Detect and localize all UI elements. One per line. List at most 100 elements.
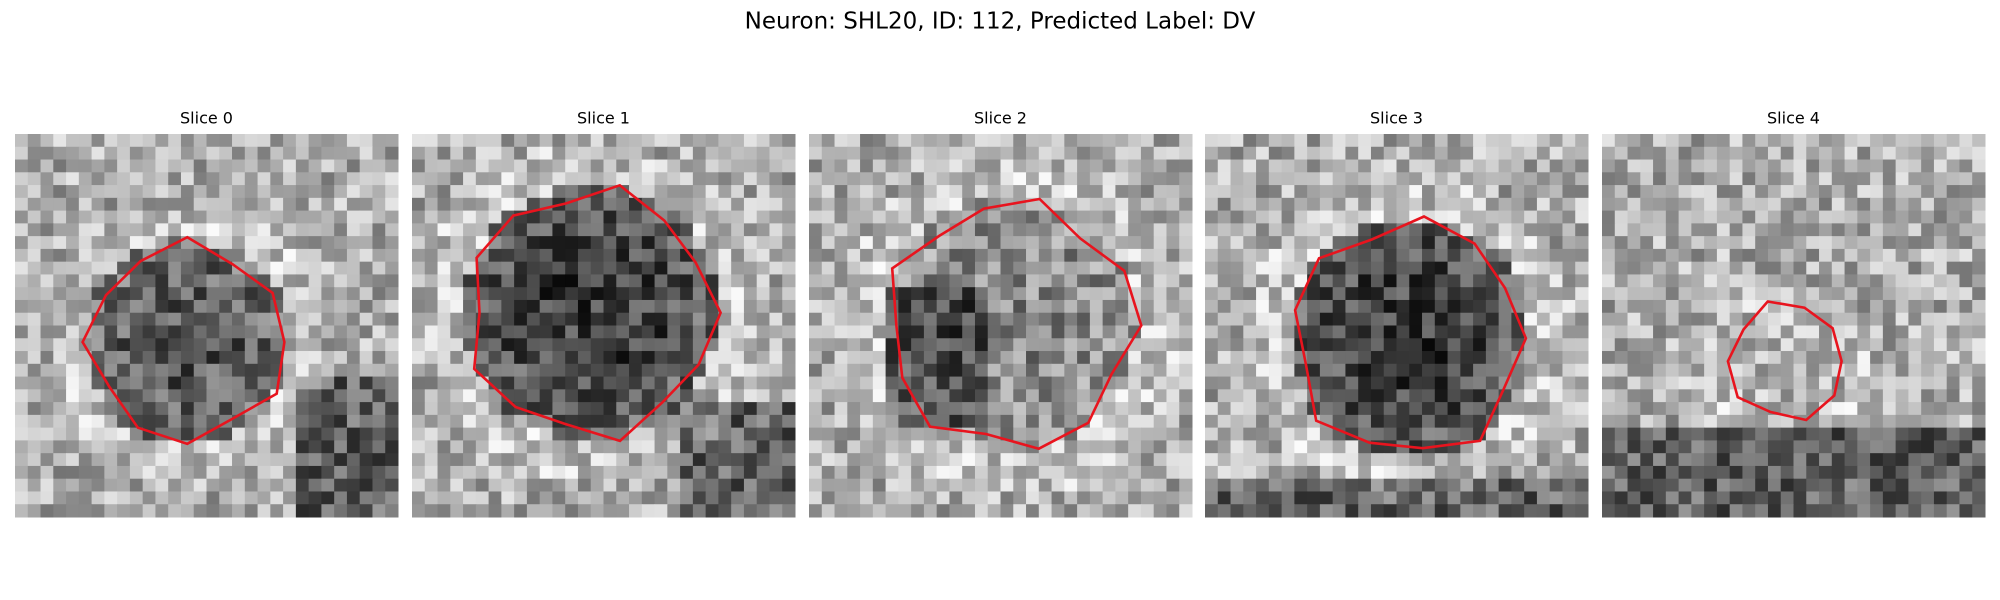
pixel [1742,223,1756,237]
pixel [692,146,707,161]
pixel [1767,453,1782,467]
pixel [437,223,451,237]
pixel [1345,274,1359,288]
pixel [1064,274,1078,288]
pixel [1921,325,1935,339]
pixel [987,402,1001,416]
pixel [1755,491,1769,505]
pixel [1026,287,1040,301]
pixel [1972,351,1986,365]
pixel [1498,325,1512,339]
pixel [1678,210,1692,224]
pixel [1485,287,1500,301]
pixel [1102,427,1116,441]
pixel [654,146,668,161]
pixel [91,427,105,441]
pixel [577,414,592,429]
pixel [1140,299,1155,314]
pixel [1153,427,1167,441]
pixel [1268,491,1283,505]
pixel [1627,440,1641,454]
pixel [1844,197,1858,212]
pixel [1691,440,1705,454]
pixel [1793,338,1807,352]
pixel [526,210,541,224]
pixel [270,453,284,467]
pixel [1575,338,1589,352]
pixel [257,172,271,186]
pixel [1921,172,1935,186]
pixel [847,185,861,199]
pixel [756,172,770,186]
pixel [1358,465,1372,480]
pixel [539,261,553,275]
pixel [1627,223,1641,237]
pixel [321,287,335,301]
pixel [809,172,823,186]
pixel [769,389,783,403]
pixel [1653,185,1667,199]
pixel [1575,351,1589,365]
pixel [769,210,783,224]
pixel [1396,453,1410,467]
pixel [1882,351,1897,365]
pixel [1332,325,1346,339]
pixel [603,402,617,416]
pixel [168,248,182,263]
pixel [1089,351,1104,365]
pixel [295,210,310,224]
pixel [603,491,617,505]
pixel [718,236,732,250]
pixel [15,223,29,237]
pixel [463,197,477,212]
pixel [962,325,976,339]
pixel [1013,363,1027,378]
pixel [78,287,93,301]
pixel [743,414,758,429]
pixel [987,197,1001,212]
pixel [1205,414,1219,429]
pixel [180,146,195,161]
pixel [705,414,719,429]
pixel [1524,287,1538,301]
pixel [1319,185,1334,199]
pixel [949,210,963,224]
pixel [1524,146,1538,161]
pixel [1946,491,1960,505]
pixel [1332,197,1346,212]
pixel [180,197,195,212]
pixel [450,363,464,378]
pixel [1205,453,1219,467]
pixel [1562,491,1576,505]
pixel [1243,223,1257,237]
pixel [1882,197,1897,212]
pixel [308,159,322,173]
pixel [244,338,259,352]
pixel [1473,146,1487,161]
pixel [987,248,1001,263]
pixel [334,351,348,365]
pixel [565,453,579,467]
pixel [1575,197,1589,212]
pixel [1115,414,1129,429]
pixel [860,402,874,416]
pixel [1294,146,1308,161]
pixel [756,134,770,148]
pixel [155,210,169,224]
pixel [1358,440,1372,454]
pixel [962,363,976,378]
pixel [629,134,643,148]
pixel [936,338,950,352]
pixel [270,338,284,352]
pixel [232,440,246,454]
pixel [1716,159,1731,173]
pixel [385,287,399,301]
pixel [936,236,950,250]
pixel [206,185,220,199]
pixel [974,325,989,339]
pixel [295,172,310,186]
pixel [616,402,630,416]
pixel [1602,299,1616,314]
pixel [1281,389,1295,403]
pixel [577,504,592,518]
